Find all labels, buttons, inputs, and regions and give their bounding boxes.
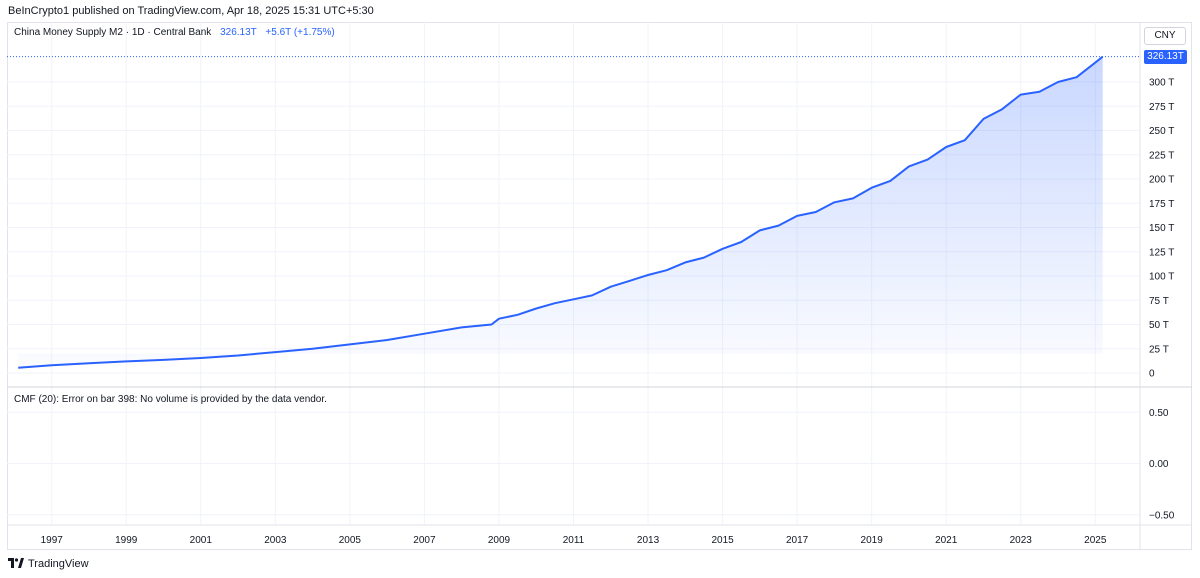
price-axis-label: 275 T: [1149, 102, 1174, 113]
time-axis-label: 2019: [861, 535, 884, 546]
price-axis-labels: 0 25 T 50 T 75 T 100 T 125 T 150 T 175 T 200 T 22…: [1149, 78, 1174, 380]
footer[interactable]: TradingView: [8, 557, 89, 571]
time-axis-label: 2001: [190, 535, 213, 546]
footer-brand: TradingView: [28, 558, 89, 570]
indicator-error-message: CMF (20): Error on bar 398: No volume is…: [14, 394, 327, 405]
price-axis-label: 50 T: [1149, 320, 1169, 331]
price-axis-label: 125 T: [1149, 247, 1174, 258]
currency-button[interactable]: CNY: [1144, 27, 1186, 45]
time-axis-label: 2003: [264, 535, 287, 546]
time-axis-label: 2015: [711, 535, 734, 546]
price-axis-label: 25 T: [1149, 344, 1169, 355]
price-axis-label: 0: [1149, 369, 1155, 380]
last-price-label: 326.13T: [1144, 49, 1187, 64]
indicator-axis-label: 0.00: [1149, 459, 1169, 470]
price-axis-label: 225 T: [1149, 150, 1174, 161]
time-axis-labels: 1997 1999 2001 2003 2005 2007 2009 2011 2013 2015…: [41, 535, 1107, 546]
series-legend[interactable]: China Money Supply M2 · 1D · Central Ban…: [14, 27, 335, 38]
legend-change: +5.6T (+1.75%): [265, 27, 335, 38]
tradingview-logo-icon: [8, 557, 24, 571]
time-axis-label: 2007: [413, 535, 436, 546]
indicator-axis-label: −0.50: [1149, 510, 1175, 521]
m2-series-line[interactable]: [18, 55, 1104, 369]
indicator-axis-label: 0.50: [1149, 408, 1169, 419]
legend-value: 326.13T: [220, 27, 257, 38]
publisher-line: BeInCrypto1 published on TradingView.com…: [8, 5, 374, 17]
time-axis-label: 2011: [563, 535, 585, 546]
price-axis-label: 250 T: [1149, 126, 1174, 137]
time-axis-label: 2013: [637, 535, 660, 546]
m2-area-fill: [18, 56, 1103, 368]
time-axis-label: 2009: [488, 535, 511, 546]
chart-frame: [7, 22, 1192, 550]
time-axis-label: 2017: [786, 535, 809, 546]
price-axis-label: 200 T: [1149, 175, 1174, 186]
price-axis-label: 150 T: [1149, 223, 1174, 234]
legend-symbol: China Money Supply M2 · 1D · Central Ban…: [14, 27, 212, 38]
time-axis-label: 2005: [339, 535, 362, 546]
price-axis-label: 300 T: [1149, 78, 1174, 89]
price-axis-label: 175 T: [1149, 199, 1174, 210]
indicator-axis-labels: 0.50 0.00 −0.50: [1149, 408, 1175, 522]
time-axis-label: 2023: [1010, 535, 1033, 546]
price-axis-label: 100 T: [1149, 272, 1174, 283]
time-axis-label: 1999: [115, 535, 138, 546]
time-axis-label: 1997: [41, 535, 64, 546]
time-axis-label: 2021: [935, 535, 958, 546]
time-axis-label: 2025: [1084, 535, 1107, 546]
price-axis-label: 75 T: [1149, 296, 1169, 307]
